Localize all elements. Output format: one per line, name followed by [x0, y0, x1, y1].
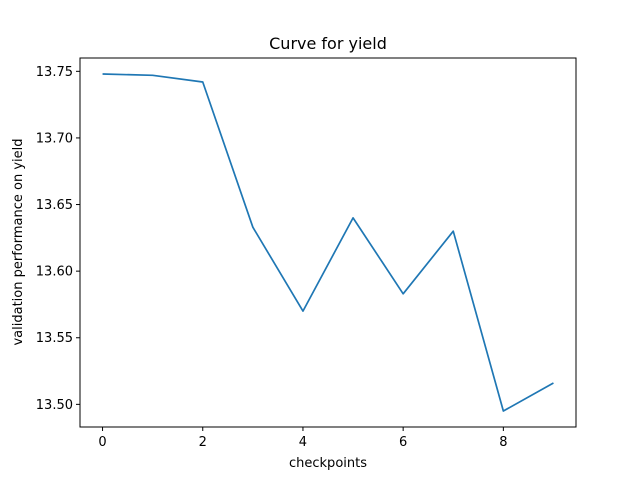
y-tick-label: 13.60 — [36, 265, 73, 280]
y-axis-label: validation performance on yield — [11, 138, 26, 345]
x-tick-label: 4 — [299, 435, 307, 450]
plot-frame — [79, 57, 577, 428]
x-axis-label: checkpoints — [289, 456, 367, 471]
x-tick-label: 8 — [499, 435, 507, 450]
plot-area — [79, 57, 577, 428]
x-axis: 0 2 4 6 8 — [98, 427, 507, 450]
y-tick-label: 13.55 — [36, 331, 73, 346]
x-tick-label: 0 — [98, 435, 106, 450]
chart-title: Curve for yield — [269, 34, 387, 53]
y-axis: 13.50 13.55 13.60 13.65 13.70 13.75 — [36, 65, 80, 413]
series-line — [102, 73, 554, 412]
y-tick-label: 13.65 — [36, 198, 73, 213]
y-tick-label: 13.75 — [36, 65, 73, 80]
series-layer — [102, 73, 554, 412]
y-tick-label: 13.50 — [36, 398, 73, 413]
x-tick-label: 2 — [199, 435, 207, 450]
y-tick-label: 13.70 — [36, 131, 73, 146]
x-tick-label: 6 — [399, 435, 407, 450]
